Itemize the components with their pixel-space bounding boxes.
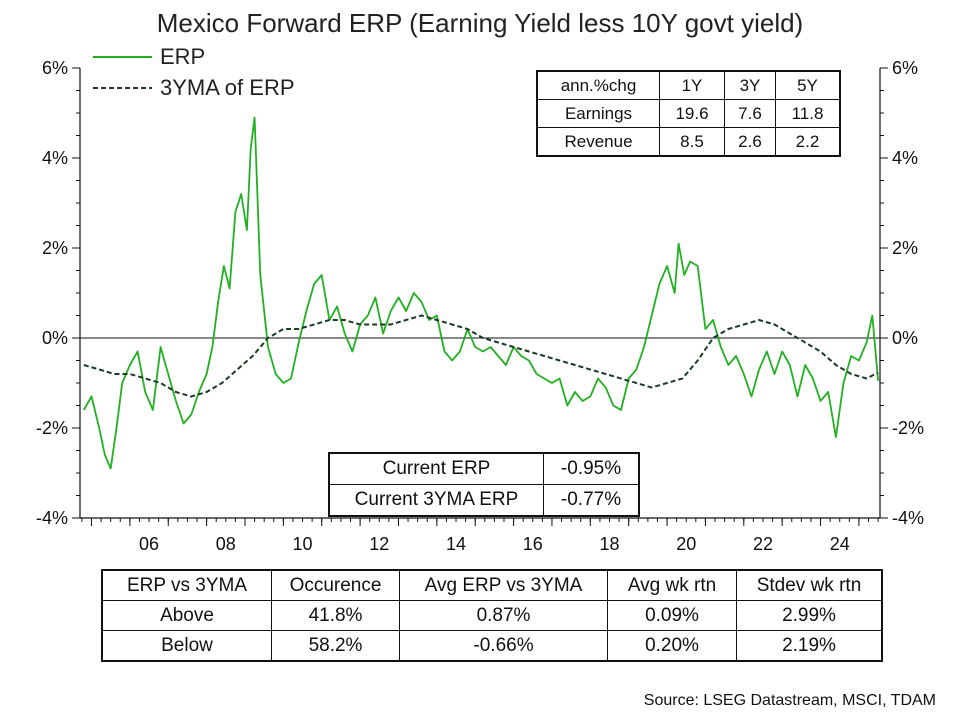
y-tick-label-left: -4% <box>36 508 68 528</box>
table-row: Earnings 19.6 7.6 11.8 <box>536 99 841 128</box>
y-tick-label-right: -2% <box>892 418 924 438</box>
table-cell: 2.99% <box>736 600 883 631</box>
erp-series-line <box>83 116 879 470</box>
table-row: Current 3YMA ERP -0.77% <box>328 484 640 517</box>
y-tick-label-left: 2% <box>42 238 68 258</box>
x-tick-label: 22 <box>753 534 773 554</box>
table-cell: 7.6 <box>724 99 776 128</box>
table-cell: Occurence <box>271 569 400 601</box>
table-cell: 0.87% <box>399 600 608 631</box>
table-cell: 11.8 <box>775 99 841 128</box>
y-tick-label-left: 0% <box>42 328 68 348</box>
table-cell: 19.6 <box>659 99 725 128</box>
table-cell: 58.2% <box>271 630 400 662</box>
erp-vs-3yma-summary-table: ERP vs 3YMA Occurence Avg ERP vs 3YMA Av… <box>101 569 883 662</box>
y-tick-label-left: 6% <box>42 58 68 78</box>
table-cell: Earnings <box>536 99 660 128</box>
table-cell: 2.2 <box>775 127 841 157</box>
x-tick-label: 06 <box>139 534 159 554</box>
table-cell: -0.95% <box>543 452 640 485</box>
table-row: Below 58.2% -0.66% 0.20% 2.19% <box>101 630 883 662</box>
table-cell: 3Y <box>724 70 776 100</box>
table-cell: 2.19% <box>736 630 883 662</box>
x-tick-label: 24 <box>830 534 850 554</box>
chart-legend: ERP 3YMA of ERP <box>93 44 295 100</box>
table-cell: Avg wk rtn <box>607 569 737 601</box>
table-cell: Above <box>101 600 272 631</box>
x-tick-label: 08 <box>216 534 236 554</box>
current-erp-table: Current ERP -0.95% Current 3YMA ERP -0.7… <box>328 452 640 517</box>
table-cell: 0.09% <box>607 600 737 631</box>
table-cell: 2.6 <box>724 127 776 157</box>
table-cell: Avg ERP vs 3YMA <box>399 569 608 601</box>
legend-erp-label: ERP <box>160 44 205 69</box>
table-header-row: ann.%chg 1Y 3Y 5Y <box>536 70 841 100</box>
x-tick-label: 20 <box>676 534 696 554</box>
x-tick-label: 14 <box>446 534 466 554</box>
table-cell: Below <box>101 630 272 662</box>
table-cell: -0.77% <box>543 484 640 517</box>
legend-3yma-label: 3YMA of ERP <box>160 75 295 100</box>
y-tick-label-left: -2% <box>36 418 68 438</box>
table-cell: 5Y <box>775 70 841 100</box>
axes: 6% 6% 4% 4% 2% 2% 0% 0% -2% -2% -4% -4% 06 08 10 12 14 16… <box>36 58 924 554</box>
y-tick-label-right: 0% <box>892 328 918 348</box>
table-row: Revenue 8.5 2.6 2.2 <box>536 127 841 157</box>
table-cell: Current ERP <box>328 452 544 485</box>
y-tick-label-left: 4% <box>42 148 68 168</box>
x-tick-label: 10 <box>293 534 313 554</box>
table-cell: Stdev wk rtn <box>736 569 883 601</box>
chart-title: Mexico Forward ERP (Earning Yield less 1… <box>157 8 803 38</box>
table-row: Current ERP -0.95% <box>328 452 640 485</box>
table-cell: 41.8% <box>271 600 400 631</box>
table-cell: Revenue <box>536 127 660 157</box>
y-tick-label-right: 4% <box>892 148 918 168</box>
x-tick-label: 12 <box>369 534 389 554</box>
y-tick-label-right: 2% <box>892 238 918 258</box>
erp-3yma-series-line <box>83 314 879 398</box>
y-tick-label-right: 6% <box>892 58 918 78</box>
growth-stats-table: ann.%chg 1Y 3Y 5Y Earnings 19.6 7.6 11.8… <box>536 70 841 157</box>
table-cell: -0.66% <box>399 630 608 662</box>
table-cell: Current 3YMA ERP <box>328 484 544 517</box>
table-cell: 8.5 <box>659 127 725 157</box>
x-tick-label: 16 <box>523 534 543 554</box>
table-header-row: ERP vs 3YMA Occurence Avg ERP vs 3YMA Av… <box>101 569 883 601</box>
table-cell: ERP vs 3YMA <box>101 569 272 601</box>
x-tick-label: 18 <box>599 534 619 554</box>
y-tick-label-right: -4% <box>892 508 924 528</box>
table-row: Above 41.8% 0.87% 0.09% 2.99% <box>101 600 883 631</box>
table-cell: ann.%chg <box>536 70 660 100</box>
source-note: Source: LSEG Datastream, MSCI, TDAM <box>643 692 936 709</box>
plot-area <box>83 116 879 470</box>
table-cell: 0.20% <box>607 630 737 662</box>
table-cell: 1Y <box>659 70 725 100</box>
